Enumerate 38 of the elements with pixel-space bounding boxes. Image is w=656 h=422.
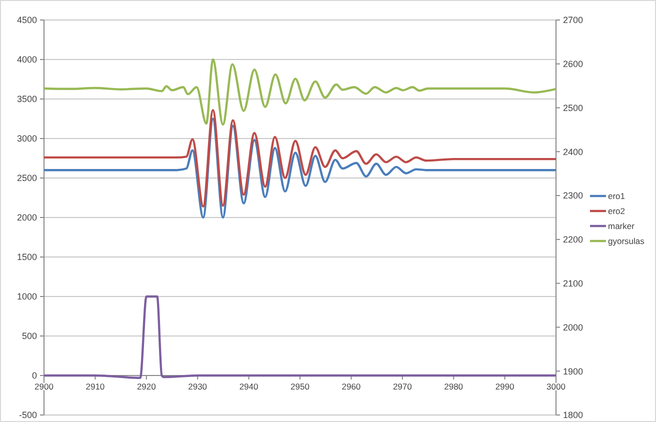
y2-tick-label: 2700 <box>563 15 584 26</box>
y2-tick-label: 2200 <box>563 234 584 245</box>
y-tick-label: 4500 <box>16 15 37 26</box>
x-tick-label: 2970 <box>392 382 412 392</box>
y2-tick-label: 2600 <box>563 59 584 70</box>
x-tick-label: 2960 <box>342 382 361 392</box>
line-series <box>42 108 558 208</box>
line-series <box>42 58 558 126</box>
y-tick-label: 2500 <box>16 173 37 184</box>
x-tick-label: 2920 <box>136 382 156 392</box>
legend-label: marker <box>608 220 635 231</box>
x-tick-label: 2930 <box>188 382 208 392</box>
y-tick-label: 0 <box>32 370 37 381</box>
legend-label: ero1 <box>608 190 626 201</box>
x-tick-label: 2910 <box>86 382 105 392</box>
y2-tick-label: 2500 <box>563 102 584 113</box>
x-tick-label: 2950 <box>290 382 310 392</box>
y2-tick-label: 2000 <box>563 322 584 332</box>
line-series <box>42 295 558 379</box>
x-tick-label: 2940 <box>239 382 259 392</box>
y2-tick-label: 1900 <box>563 366 584 376</box>
line-series <box>42 118 558 219</box>
y2-tick-label: 2300 <box>563 190 584 201</box>
y-tick-label: 1500 <box>16 252 37 262</box>
y2-tick-label: 1800 <box>563 410 584 420</box>
x-tick-label: 2980 <box>444 382 464 392</box>
y-tick-label: 500 <box>22 331 37 342</box>
y-tick-label: 1000 <box>16 292 37 302</box>
legend-label: gyorsulas <box>608 236 644 246</box>
legend-label: ero2 <box>608 206 626 216</box>
y-tick-label: 2000 <box>16 212 37 223</box>
y-tick-label: -500 <box>18 410 37 420</box>
y2-tick-label: 2100 <box>563 278 584 288</box>
y2-tick-label: 2400 <box>563 146 584 157</box>
y-tick-label: 3000 <box>16 134 37 144</box>
x-tick-label: 2990 <box>495 382 515 392</box>
y-tick-label: 3500 <box>16 94 37 104</box>
y-tick-label: 4000 <box>16 54 37 65</box>
